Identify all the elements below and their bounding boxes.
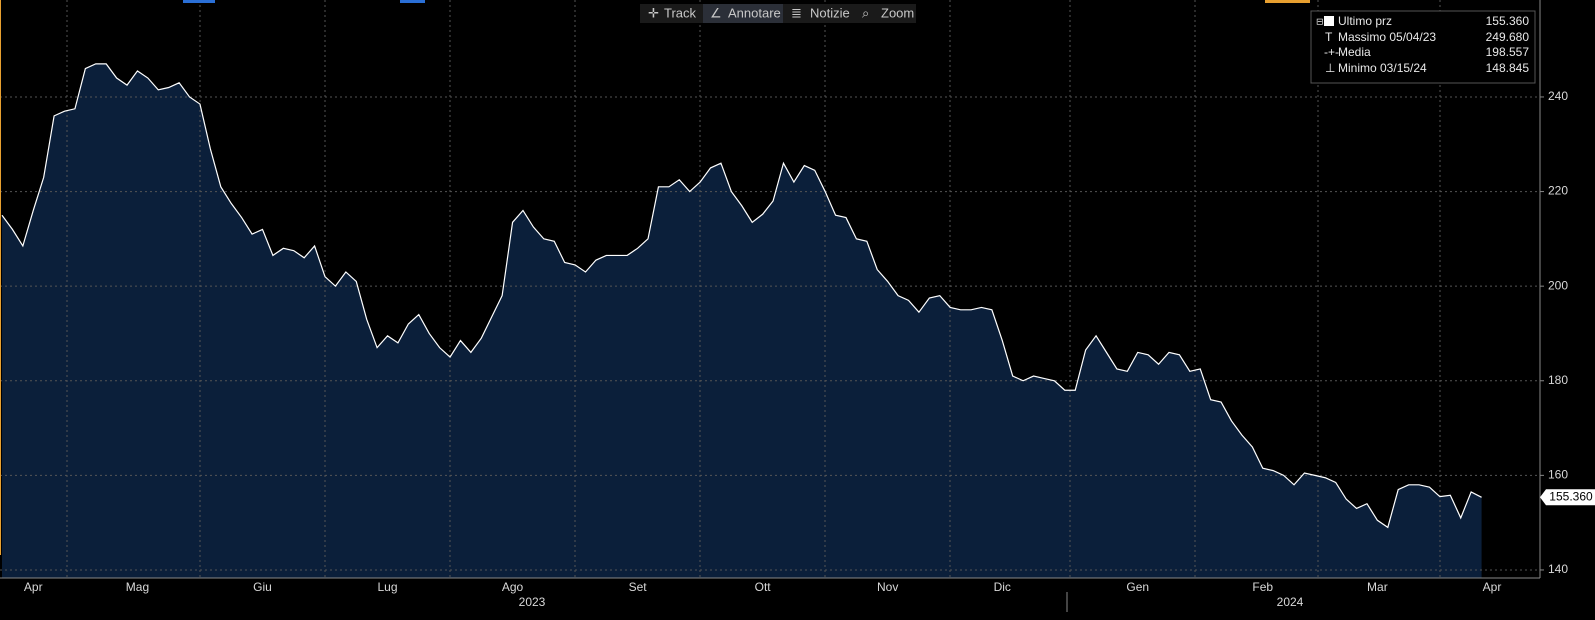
x-tick-label: Ago	[502, 580, 524, 594]
y-tick-label: 160	[1548, 468, 1568, 482]
plot-area	[0, 63, 1540, 579]
last-value-marker	[1540, 489, 1595, 506]
month-grid	[66, 0, 1441, 578]
y-tick-label: 180	[1548, 373, 1568, 387]
x-tick-label: Giu	[253, 580, 272, 594]
line	[1, 63, 1482, 529]
legend-value: 148.845	[1486, 61, 1530, 75]
toolbar: ✛ Track ∠ Annotare ≣ Notizie ⌕ Zoom	[640, 4, 916, 23]
toolbar-icon: ≣	[791, 5, 802, 20]
y-tick-label: 200	[1548, 278, 1568, 292]
x-tick-label: Nov	[877, 580, 898, 594]
x-tick-label: Ott	[755, 580, 772, 594]
legend-label: Media	[1338, 45, 1371, 59]
legend-icon: T	[1325, 30, 1333, 44]
toolbar-button[interactable]: Annotare	[728, 5, 781, 20]
legend-label: Minimo 03/15/24	[1338, 61, 1427, 75]
legend: ⊟ T -+- ⊥ Ultimo prz 155.360 Massimo 05/…	[1310, 10, 1536, 84]
legend-value: 198.557	[1486, 45, 1530, 59]
x-tick-label: Apr	[1483, 580, 1502, 594]
x-tick-label: Set	[629, 580, 648, 594]
legend-value: 249.680	[1486, 30, 1530, 44]
legend-label: Massimo 05/04/23	[1338, 30, 1436, 44]
last-value-label: 155.360	[1549, 489, 1593, 503]
x-tick-label: Dic	[994, 580, 1011, 594]
top-marker	[183, 0, 215, 3]
year-label: 2024	[1277, 595, 1304, 609]
x-tick-label: Gen	[1126, 580, 1149, 594]
area-fill	[2, 63, 1482, 579]
toolbar-icon: ⌕	[862, 5, 869, 20]
toolbar-button[interactable]: Track	[664, 5, 697, 20]
y-tick-label: 240	[1548, 89, 1568, 103]
legend-swatch	[1324, 16, 1334, 26]
legend-value: 155.360	[1486, 14, 1530, 28]
toolbar-button[interactable]: Notizie	[810, 5, 850, 20]
x-tick-label: Feb	[1252, 580, 1273, 594]
y-tick-label: 140	[1548, 562, 1568, 576]
top-marker	[1265, 0, 1310, 3]
legend-icon: ⊟	[1316, 16, 1324, 26]
legend-label: Ultimo prz	[1338, 14, 1392, 28]
x-tick-label: Mag	[126, 580, 149, 594]
x-tick-label: Lug	[378, 580, 398, 594]
toolbar-icon: ✛	[648, 5, 659, 20]
x-tick-label: Apr	[24, 580, 43, 594]
toolbar-button[interactable]: Zoom	[881, 5, 914, 20]
legend-icon: ⊥	[1325, 61, 1335, 75]
top-marker	[400, 0, 425, 3]
legend-icon: -+-	[1324, 45, 1339, 59]
toolbar-active	[703, 4, 783, 23]
y-tick-label: 220	[1548, 184, 1568, 198]
toolbar-icon: ∠	[710, 5, 722, 20]
legend-box	[1310, 10, 1536, 84]
year-label: 2023	[519, 595, 546, 609]
x-tick-label: Mar	[1367, 580, 1388, 594]
